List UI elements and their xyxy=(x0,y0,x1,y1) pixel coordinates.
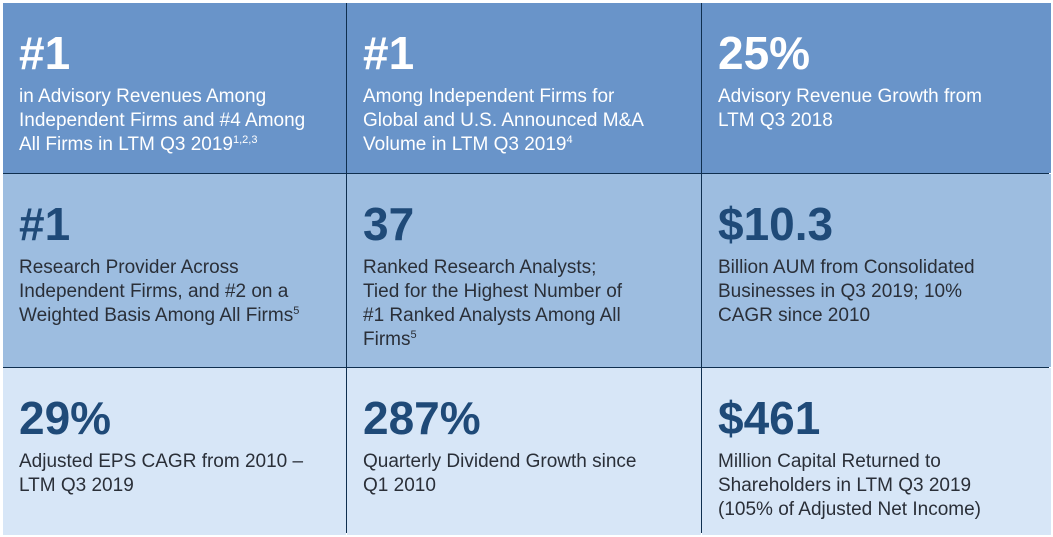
footnote-ref: 4 xyxy=(566,134,573,146)
stat-value: #1 xyxy=(363,27,415,79)
footnote-ref: 5 xyxy=(410,329,417,341)
stat-description: Million Capital Returned to Shareholders… xyxy=(718,451,981,520)
stat-value: 25% xyxy=(718,27,811,79)
highlights-grid: #1 in Advisory Revenues Among Independen… xyxy=(3,3,1051,535)
stat-capital-returned: $461 Million Capital Returned to Shareho… xyxy=(702,368,1051,535)
footnote-ref: 5 xyxy=(293,305,300,317)
stat-research-rank: #1 Research Provider Across Independent … xyxy=(3,174,346,367)
stat-description: Quarterly Dividend Growth since Q1 2010 xyxy=(363,451,637,496)
stat-description: Among Independent Firms for Global and U… xyxy=(363,86,644,155)
stat-value: 287% xyxy=(363,392,481,444)
stat-description: Adjusted EPS CAGR from 2010 – LTM Q3 201… xyxy=(19,451,304,496)
stat-description: in Advisory Revenues Among Independent F… xyxy=(19,86,306,155)
stat-value: #1 xyxy=(19,198,71,250)
stat-description: Advisory Revenue Growth from LTM Q3 2018 xyxy=(718,86,982,131)
stat-value: 29% xyxy=(19,392,112,444)
stat-dividend-growth: 287% Quarterly Dividend Growth since Q1 … xyxy=(347,368,701,535)
footnote-ref: 1,2,3 xyxy=(232,134,258,146)
stat-value: $461 xyxy=(718,392,821,444)
stat-ranked-analysts: 37 Ranked Research Analysts; Tied for th… xyxy=(347,174,701,367)
stat-value: $10.3 xyxy=(718,198,834,250)
stat-advisory-rank: #1 in Advisory Revenues Among Independen… xyxy=(3,3,346,173)
stat-description: Ranked Research Analysts; Tied for the H… xyxy=(363,257,623,350)
stat-value: 37 xyxy=(363,198,415,250)
stat-ma-volume-rank: #1 Among Independent Firms for Global an… xyxy=(347,3,701,173)
stat-aum: $10.3 Billion AUM from Consolidated Busi… xyxy=(702,174,1051,367)
stat-eps-cagr: 29% Adjusted EPS CAGR from 2010 – LTM Q3… xyxy=(3,368,346,535)
stat-description: Billion AUM from Consolidated Businesses… xyxy=(718,257,975,326)
stat-value: #1 xyxy=(19,27,71,79)
stat-description: Research Provider Across Independent Fir… xyxy=(19,257,300,326)
stat-advisory-growth: 25% Advisory Revenue Growth from LTM Q3 … xyxy=(702,3,1051,173)
